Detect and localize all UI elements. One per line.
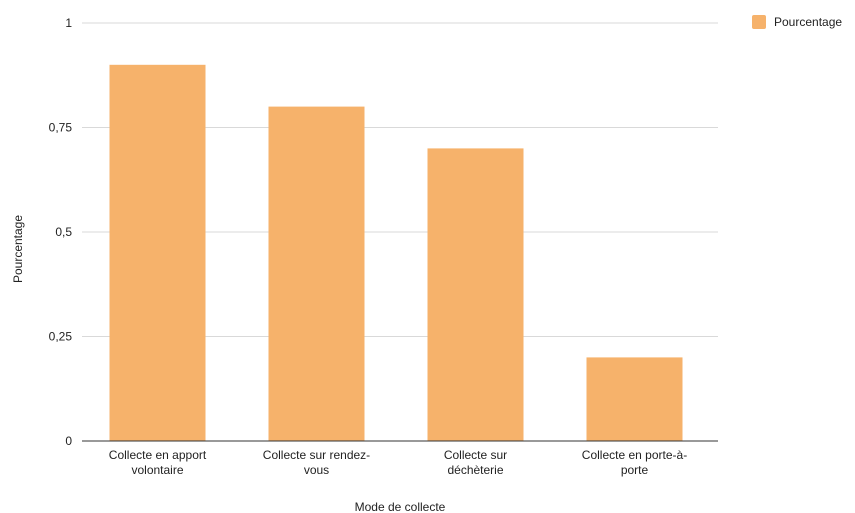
y-tick-label: 0,5 — [55, 225, 72, 239]
x-axis-title: Mode de collecte — [355, 500, 446, 513]
legend-swatch — [752, 15, 766, 29]
bar — [427, 148, 524, 441]
x-tick-label: Collecte sur rendez-vous — [263, 448, 370, 477]
x-tick-label: Collecte sur déchèterie — [444, 448, 507, 477]
y-tick-label: 0 — [65, 434, 72, 448]
bar — [268, 106, 365, 441]
y-axis-ticks: 0 0,25 0,5 0,75 1 — [49, 16, 73, 448]
bars — [109, 64, 683, 442]
y-tick-label: 0,75 — [49, 121, 73, 135]
y-tick-label: 0,25 — [49, 330, 73, 344]
y-axis-title: Pourcentage — [11, 215, 25, 283]
legend: Pourcentage — [752, 15, 842, 29]
x-axis-category-labels: Collecte en apport volontaire Collecte sur… — [109, 448, 687, 477]
x-tick-label: Collecte en porte-à-porte — [582, 448, 687, 477]
x-tick-label: Collecte en apport volontaire — [109, 448, 207, 477]
bar — [109, 64, 206, 442]
bar — [586, 357, 683, 441]
y-tick-label: 1 — [65, 16, 72, 30]
legend-label: Pourcentage — [774, 15, 843, 29]
